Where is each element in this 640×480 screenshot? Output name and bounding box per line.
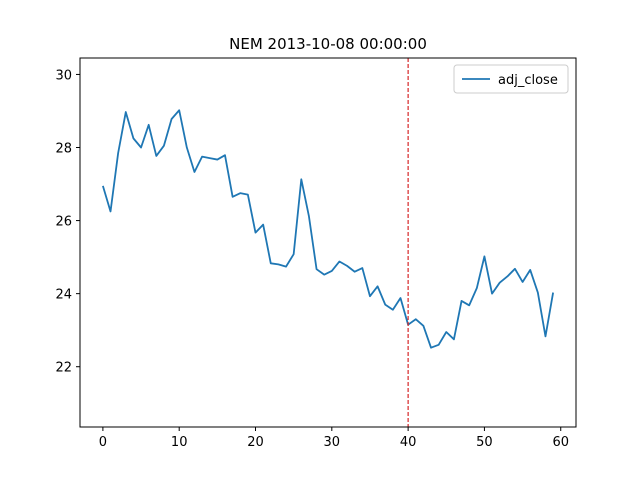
x-tick-label: 0 (99, 435, 107, 450)
y-tick-label: 22 (55, 361, 72, 376)
x-tick-label: 40 (400, 435, 417, 450)
x-tick-label: 10 (171, 435, 188, 450)
series-line-adj_close (102, 109, 554, 349)
legend-box (453, 64, 569, 94)
axes-frame (79, 57, 577, 428)
chart-title: NEM 2013-10-08 00:00:00 (229, 35, 427, 53)
y-tick-label: 26 (55, 215, 72, 230)
legend-label: adj_close (498, 73, 558, 88)
y-tick-label: 24 (55, 288, 72, 303)
series-layer (102, 58, 554, 427)
x-tick-label: 30 (324, 435, 341, 450)
legend: adj_close (453, 64, 569, 94)
x-tick-label: 20 (247, 435, 264, 450)
x-tick-label: 60 (552, 435, 569, 450)
y-tick-label: 28 (55, 142, 72, 157)
axes-layer: 0 10 20 30 40 50 60 22 24 26 28 30 (55, 57, 577, 450)
x-tick-label: 50 (476, 435, 493, 450)
y-tick-label: 30 (55, 68, 72, 83)
